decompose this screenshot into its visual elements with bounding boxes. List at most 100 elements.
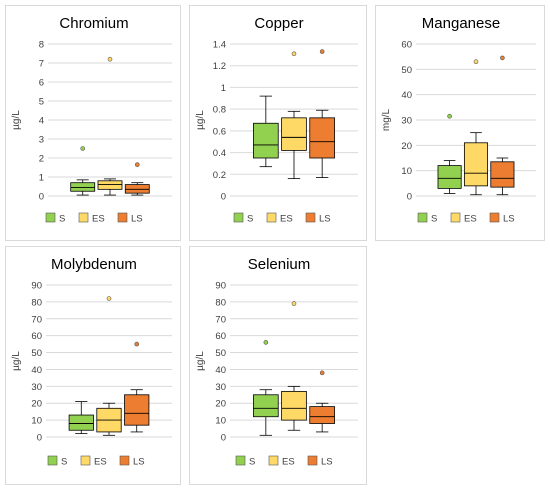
y-tick-label: 60	[215, 331, 226, 342]
y-tick-label: 0	[221, 192, 226, 203]
y-tick-label: 70	[31, 314, 42, 325]
chart-svg-chromium: Chromium 0 1 2 3 4 5 6 7 8 µg/L S ES LS	[11, 15, 172, 225]
legend-swatch-ls	[119, 455, 130, 466]
y-axis-label: µg/L	[11, 110, 22, 130]
legend-swatch-ls	[305, 212, 316, 223]
box-ls-outlier	[319, 370, 325, 376]
legend-swatch-s	[235, 455, 246, 466]
box-es-iqr	[281, 117, 307, 151]
box-s-iqr	[253, 394, 279, 418]
chart-svg-molybdenum: Molybdenum 0 10 20 30 40 50 60 70 80 90 µg/L S ES LS	[11, 256, 172, 468]
y-tick-label: 0.4	[213, 148, 226, 159]
legend-label-ls: LS	[321, 457, 333, 468]
legend-label-es: ES	[94, 457, 107, 468]
y-tick-label: 2	[39, 154, 44, 165]
legend-label-s: S	[431, 214, 437, 225]
box-s-iqr	[70, 182, 96, 192]
y-tick-label: 60	[401, 40, 412, 51]
y-axis-label: mg/L	[381, 108, 392, 131]
legend-label-s: S	[249, 457, 255, 468]
box-ls-outlier	[500, 55, 505, 61]
y-tick-label: 70	[215, 314, 226, 325]
box-s-iqr	[253, 122, 279, 159]
legend-swatch-s	[233, 212, 244, 223]
legend-swatch-s	[417, 212, 428, 223]
legend-label-s: S	[247, 214, 253, 225]
y-tick-label: 20	[401, 141, 412, 152]
y-tick-label: 7	[39, 59, 44, 70]
box-s-iqr	[68, 414, 94, 431]
box-ls-iqr	[124, 184, 150, 194]
legend-swatch-es	[78, 212, 89, 223]
box-s-outlier	[263, 340, 269, 345]
y-tick-label: 40	[401, 90, 412, 101]
y-tick-label: 50	[401, 65, 412, 76]
legend-swatch-ls	[489, 212, 500, 223]
legend-label-s: S	[61, 457, 67, 468]
box-es-outlier	[291, 301, 297, 306]
legend-label-ls: LS	[133, 457, 145, 468]
chart-svg-manganese: Manganese 0 10 20 30 40 50 60 mg/L S ES LS	[381, 15, 536, 225]
y-axis-label: µg/L	[195, 351, 206, 371]
y-tick-label: 40	[31, 365, 42, 376]
y-tick-label: 0.6	[213, 126, 226, 137]
y-tick-label: 1	[221, 83, 226, 94]
chart-title: Chromium	[59, 15, 128, 32]
chart-title: Copper	[254, 15, 303, 32]
legend-swatch-es	[450, 212, 461, 223]
legend-label-ls: LS	[131, 214, 143, 225]
y-tick-label: 1.2	[213, 61, 226, 72]
box-es-iqr	[97, 180, 123, 190]
chart-panel-chromium: Chromium 0 1 2 3 4 5 6 7 8 µg/L S ES LS	[5, 5, 181, 241]
y-tick-label: 5	[39, 97, 44, 108]
box-ls-iqr	[490, 161, 515, 188]
chart-title: Manganese	[422, 15, 500, 32]
chart-svg-copper: Copper 0 0.2 0.4 0.6 0.8 1 1.2 1.4 µg/L S ES LS	[195, 15, 358, 225]
y-tick-label: 50	[31, 348, 42, 359]
box-ls-iqr	[309, 117, 335, 159]
y-tick-label: 20	[215, 399, 226, 410]
y-tick-label: 40	[215, 365, 226, 376]
box-es-iqr	[281, 390, 307, 421]
chart-panel-copper: Copper 0 0.2 0.4 0.6 0.8 1 1.2 1.4 µg/L S ES LS	[189, 5, 367, 241]
legend-label-es: ES	[282, 457, 295, 468]
y-tick-label: 0	[39, 192, 44, 203]
y-tick-label: 60	[31, 331, 42, 342]
legend-swatch-s	[45, 212, 56, 223]
box-es-outlier	[106, 296, 112, 301]
y-axis-label: µg/L	[11, 351, 22, 371]
box-ls-outlier	[134, 162, 140, 167]
y-tick-label: 3	[39, 135, 44, 146]
chart-panel-manganese: Manganese 0 10 20 30 40 50 60 mg/L S ES LS	[375, 5, 545, 241]
y-tick-label: 30	[401, 116, 412, 127]
box-ls-iqr	[309, 406, 335, 424]
legend-label-s: S	[59, 214, 65, 225]
y-tick-label: 90	[31, 281, 42, 292]
y-tick-label: 20	[31, 399, 42, 410]
legend-swatch-ls	[117, 212, 128, 223]
y-tick-label: 80	[31, 297, 42, 308]
box-s-outlier	[447, 113, 452, 119]
chart-panel-selenium: Selenium 0 10 20 30 40 50 60 70 80 90 µg/L S ES LS	[189, 246, 367, 485]
box-s-iqr	[437, 165, 462, 189]
legend-swatch-es	[80, 455, 91, 466]
legend-swatch-es	[268, 455, 279, 466]
box-es-iqr	[463, 142, 489, 187]
y-axis-label: µg/L	[195, 110, 206, 130]
y-tick-label: 10	[215, 416, 226, 427]
y-tick-label: 0	[37, 433, 42, 444]
chart-title: Selenium	[248, 256, 311, 273]
legend-label-es: ES	[464, 214, 477, 225]
box-ls-outlier	[319, 49, 325, 54]
y-tick-label: 90	[215, 281, 226, 292]
legend-swatch-s	[47, 455, 58, 466]
box-es-outlier	[291, 51, 297, 57]
chart-title: Molybdenum	[51, 256, 137, 273]
chart-panel-molybdenum: Molybdenum 0 10 20 30 40 50 60 70 80 90 µg/L S ES LS	[5, 246, 181, 485]
legend-swatch-ls	[307, 455, 318, 466]
legend-label-es: ES	[92, 214, 105, 225]
y-tick-label: 30	[215, 382, 226, 393]
y-tick-label: 1	[39, 173, 44, 184]
y-tick-label: 1.4	[213, 40, 226, 51]
box-s-outlier	[80, 146, 86, 151]
